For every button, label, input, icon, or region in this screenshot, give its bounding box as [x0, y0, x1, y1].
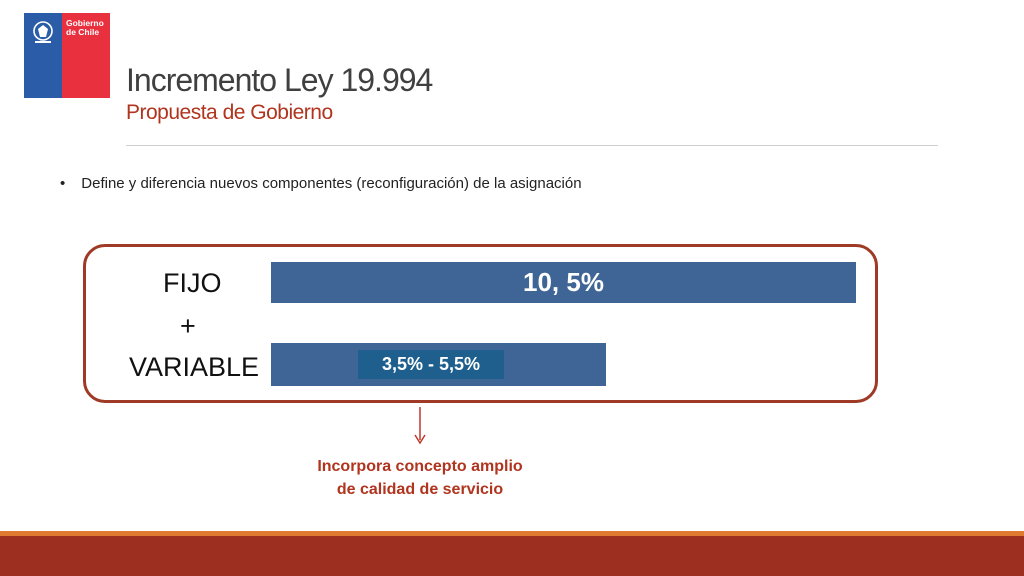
fijo-bar: 10, 5%	[271, 262, 856, 303]
note-line-2: de calidad de servicio	[336, 481, 504, 498]
title-divider	[126, 145, 938, 146]
bullet-item: • Define y diferencia nuevos componentes…	[60, 175, 582, 192]
slide-title: Incremento Ley 19.994	[126, 62, 433, 98]
variable-value: 3,5% - 5,5%	[358, 350, 504, 379]
gobierno-de-chile-logo: Gobierno de Chile	[24, 13, 110, 98]
logo-line-1: Gobierno	[66, 18, 104, 28]
plus-sign: +	[180, 311, 196, 341]
bullet-text: Define y diferencia nuevos componentes (…	[81, 175, 582, 192]
note-line-1: Incorpora concepto amplio	[317, 458, 523, 475]
fijo-label: FIJO	[163, 268, 222, 298]
down-arrow-icon	[414, 407, 426, 445]
footer-band	[0, 536, 1024, 576]
components-frame	[83, 244, 878, 403]
variable-label: VARIABLE	[129, 352, 260, 382]
footer-stripe	[0, 531, 1024, 536]
service-quality-note: Incorpora concepto amplio de calidad de …	[290, 455, 550, 501]
logo-text: Gobierno de Chile	[66, 19, 104, 37]
fijo-value: 10, 5%	[523, 267, 604, 297]
bullet-marker: •	[60, 175, 66, 192]
logo-line-2: de Chile	[66, 27, 100, 37]
coat-of-arms-icon	[33, 21, 53, 43]
logo-red-panel: Gobierno de Chile	[62, 13, 110, 98]
slide-subtitle: Propuesta de Gobierno	[126, 101, 333, 124]
logo-blue-panel	[24, 13, 62, 98]
